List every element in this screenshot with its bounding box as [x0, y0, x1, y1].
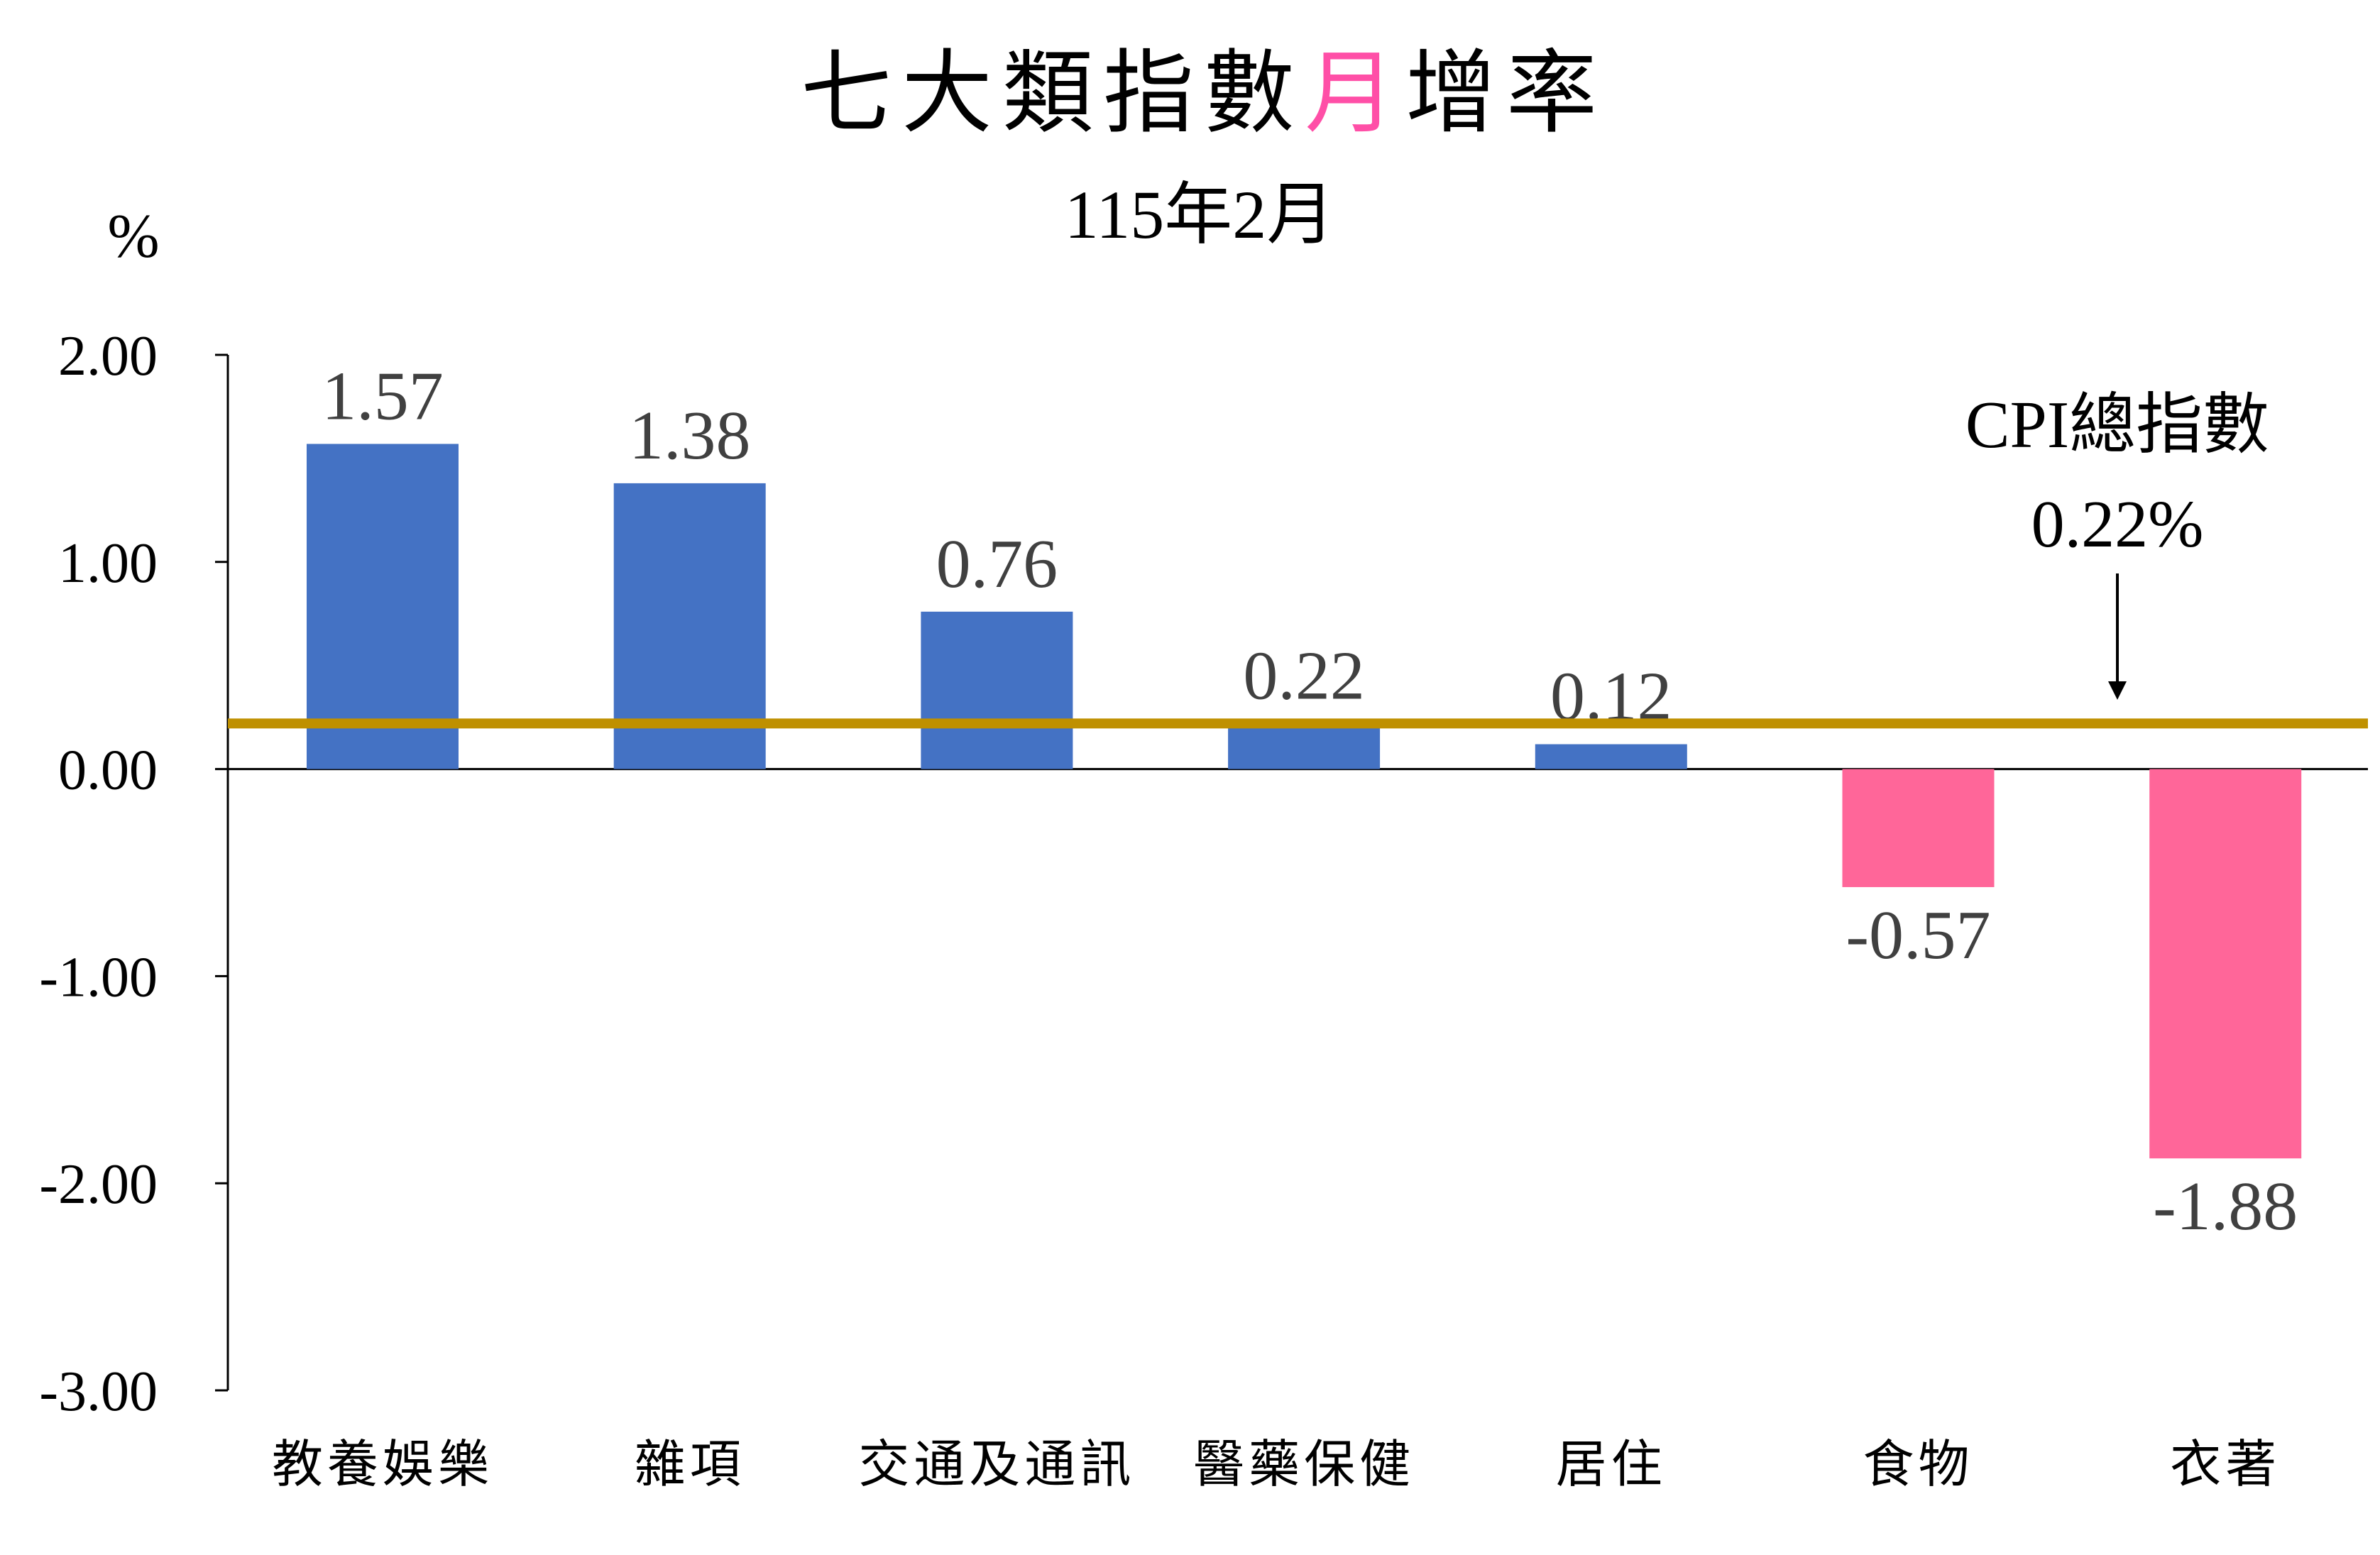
title-part: 增率: [1405, 43, 1607, 144]
annotation-arrow-icon: [2108, 573, 2127, 700]
y-tick-label: 2.00: [58, 325, 158, 388]
bars: [307, 444, 2302, 1159]
data-label: -1.88: [2153, 1168, 2298, 1245]
bar: [921, 611, 1073, 769]
title-part: 七大類指數: [801, 43, 1305, 144]
y-tick-label: 0.00: [58, 740, 158, 802]
y-tick-label: -2.00: [39, 1153, 158, 1216]
data-label: 0.76: [936, 526, 1058, 603]
bar: [307, 444, 459, 769]
y-tick-label: -3.00: [39, 1361, 158, 1423]
y-axis: 2.00 1.00 0.00 -1.00 -2.00 -3.00: [39, 325, 2368, 1423]
category-label: 食物: [1863, 1436, 1973, 1493]
cpi-annotation-label: CPI總指數: [1965, 388, 2269, 462]
category-label: 衣著: [2170, 1436, 2281, 1493]
category-label: 教養娛樂: [272, 1436, 493, 1493]
category-label: 交通及通訊: [858, 1436, 1135, 1493]
category-labels: 教養娛樂 雜項 交通及通訊 醫藥保健 居住 食物 衣著: [272, 1436, 2281, 1493]
cpi-annotation-value: 0.22%: [2031, 488, 2204, 561]
y-tick-label: -1.00: [39, 946, 158, 1009]
category-label: 居住: [1556, 1436, 1667, 1493]
y-tick-label: 1.00: [58, 532, 158, 595]
chart-subtitle: 115年2月: [1065, 177, 1334, 253]
category-label: 雜項: [635, 1436, 745, 1493]
data-label: 1.38: [629, 397, 751, 474]
chart-title: 七大類指數月增率: [801, 43, 1607, 144]
data-label: 1.57: [322, 358, 444, 434]
data-label: 0.22: [1243, 637, 1365, 714]
bar: [1228, 723, 1381, 769]
y-axis-label: %: [107, 202, 159, 271]
category-label: 醫藥保健: [1193, 1436, 1415, 1493]
data-label: -0.57: [1846, 897, 1990, 974]
bar: [1842, 769, 1995, 887]
title-part: 月: [1305, 43, 1405, 144]
bar: [1535, 744, 1687, 769]
bar: [2149, 769, 2302, 1159]
